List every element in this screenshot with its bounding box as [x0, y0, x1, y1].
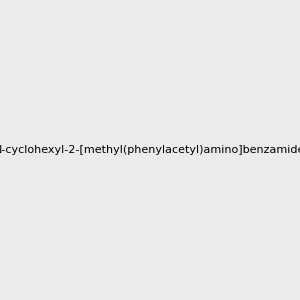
Text: N-cyclohexyl-2-[methyl(phenylacetyl)amino]benzamide: N-cyclohexyl-2-[methyl(phenylacetyl)amin…	[0, 145, 300, 155]
